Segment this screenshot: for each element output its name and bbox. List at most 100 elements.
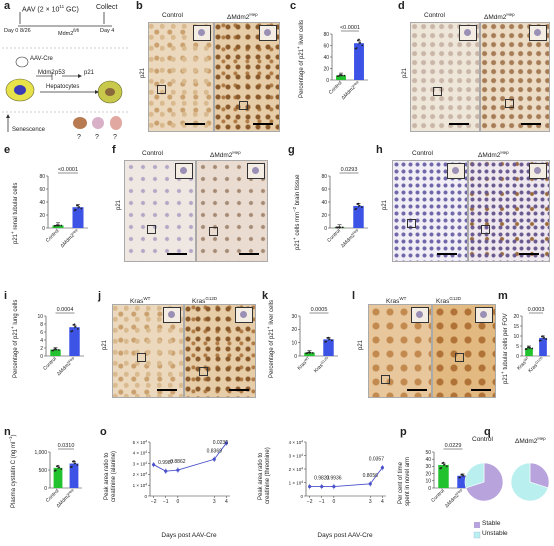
i-ytick-label: 0	[40, 354, 43, 360]
j-wt-title: KrasWT	[130, 296, 151, 306]
b-ylabel: p21	[140, 67, 146, 78]
k-xtick-label: KrasWT	[296, 355, 312, 371]
e-point	[60, 224, 63, 227]
g-point	[336, 226, 339, 229]
o-left-point	[176, 468, 180, 472]
m-point	[525, 348, 528, 350]
o-right-ylabel2: creatinine (threonine)	[265, 447, 271, 504]
o-right-point	[320, 484, 324, 489]
p-ytick-label: 20	[425, 471, 431, 477]
i-point	[52, 349, 55, 352]
panel-label-e: e	[4, 144, 11, 156]
o-left-xlabel: Days post AAV-Cre	[161, 532, 217, 539]
m-ytick-label: 5	[516, 344, 519, 350]
k-p-value: 0.0005	[311, 307, 328, 313]
o-right-p-value: 0.9823	[314, 476, 330, 482]
question-3: ?	[113, 134, 117, 141]
o-right-xtick-label: −2	[307, 499, 313, 505]
panel-label-b: b	[136, 0, 143, 12]
q-ko-title: ΔMdm2Hep	[515, 436, 546, 446]
g-ytick-label: 40	[321, 200, 327, 206]
n-point	[57, 464, 59, 467]
o-left-ytick-label: 5 × 104	[133, 439, 148, 445]
c-p-value: <0.0001	[340, 25, 360, 31]
senescence-label: Senescence	[12, 127, 46, 133]
c-bar-1	[354, 43, 364, 80]
c-ytick-label: 60	[323, 43, 329, 49]
d-control-micrograph	[410, 22, 480, 132]
panel-label-j: j	[98, 290, 102, 302]
m-point	[531, 347, 534, 350]
o-left-point	[212, 457, 216, 461]
e-point	[78, 206, 80, 208]
c-ytick-label: 40	[323, 55, 329, 61]
question-1: ?	[77, 134, 81, 141]
o-right-p-value: 0.8056	[363, 473, 379, 479]
o-right-ytick-label: 2 × 104	[289, 466, 304, 472]
f-ko-micrograph	[196, 160, 268, 262]
n-point	[73, 460, 75, 462]
aav-cre-label: AAV-Cre	[30, 56, 53, 62]
g-point	[357, 202, 360, 205]
i-ytick-label: 4	[40, 338, 43, 344]
g-ytick-label: 0	[324, 226, 327, 232]
o-right-p-value: 0.9936	[326, 476, 342, 482]
g-point	[338, 226, 341, 229]
o-left-ytick-label: 4 × 104	[133, 450, 148, 456]
n-ylabel: Plasma cystatin C (ng ml−1)	[8, 434, 17, 509]
p-xtick-label: Control	[430, 488, 446, 504]
e-xtick-label: ΔMdm2Hep	[59, 228, 80, 249]
o-right-xtick-label: −1	[319, 499, 325, 505]
k-ytick-label: 20	[291, 327, 297, 333]
n-point	[74, 462, 76, 465]
i-ytick-label: 6	[40, 330, 43, 336]
i-point	[57, 349, 60, 351]
o-left-xtick-label: −2	[151, 499, 157, 505]
j-ylabel: p21	[102, 339, 108, 350]
panel-label-f: f	[112, 144, 116, 156]
i-point	[71, 330, 74, 332]
k-point	[306, 352, 309, 354]
k-point	[325, 340, 328, 343]
q-legend-unstable-swatch	[473, 531, 481, 539]
j-mut-title: KrasG12D	[192, 296, 218, 306]
i-ytick-label: 2	[40, 346, 43, 352]
i-point	[74, 326, 77, 328]
chart-e: 0 20 40 60 80 Control ΔMdm2Hep <0.0001	[39, 167, 88, 249]
n-bar-0	[53, 467, 63, 488]
i-bar-1	[69, 327, 80, 356]
c-ytick-label: 0	[326, 78, 329, 84]
j-mut-micrograph	[184, 304, 256, 398]
g-point	[355, 207, 358, 210]
k-point	[330, 339, 333, 342]
e-point	[57, 224, 59, 227]
e-p-value: <0.0001	[58, 167, 78, 173]
c-ytick-label: 20	[323, 66, 329, 72]
c-point	[340, 74, 342, 76]
panel-label-m: m	[498, 290, 508, 302]
g-point	[341, 226, 344, 229]
p-ytick-label: 0	[428, 486, 431, 492]
m-xtick-label: KrasG12D	[527, 355, 546, 374]
p-bar-1	[457, 475, 468, 488]
l-ylabel: p21	[358, 339, 364, 350]
f-control-title: Control	[142, 150, 163, 157]
c-point	[343, 74, 346, 77]
l-wt-title: KrasWT	[386, 296, 407, 306]
aav-dose-label: AAV (2 × 1011 GC)	[22, 4, 79, 14]
n-point	[54, 469, 57, 472]
l-wt-micrograph	[368, 304, 432, 398]
p-ylabel: Per cent of time	[398, 461, 404, 504]
o-right-point	[332, 484, 336, 489]
o-right-ytick-label: 1 × 104	[289, 480, 304, 486]
hepatocytes-label: Hepatocytes	[46, 84, 80, 90]
n-p-value: 0.0310	[58, 443, 75, 449]
o-right-xtick-label: 4	[381, 499, 384, 505]
i-ylabel: Percentage of p21+ lung cells	[10, 299, 19, 378]
d-ko-title: ΔMdm2Hep	[484, 12, 515, 22]
day0-label: Day 0	[4, 28, 19, 34]
p-ytick-label: 30	[425, 464, 431, 470]
